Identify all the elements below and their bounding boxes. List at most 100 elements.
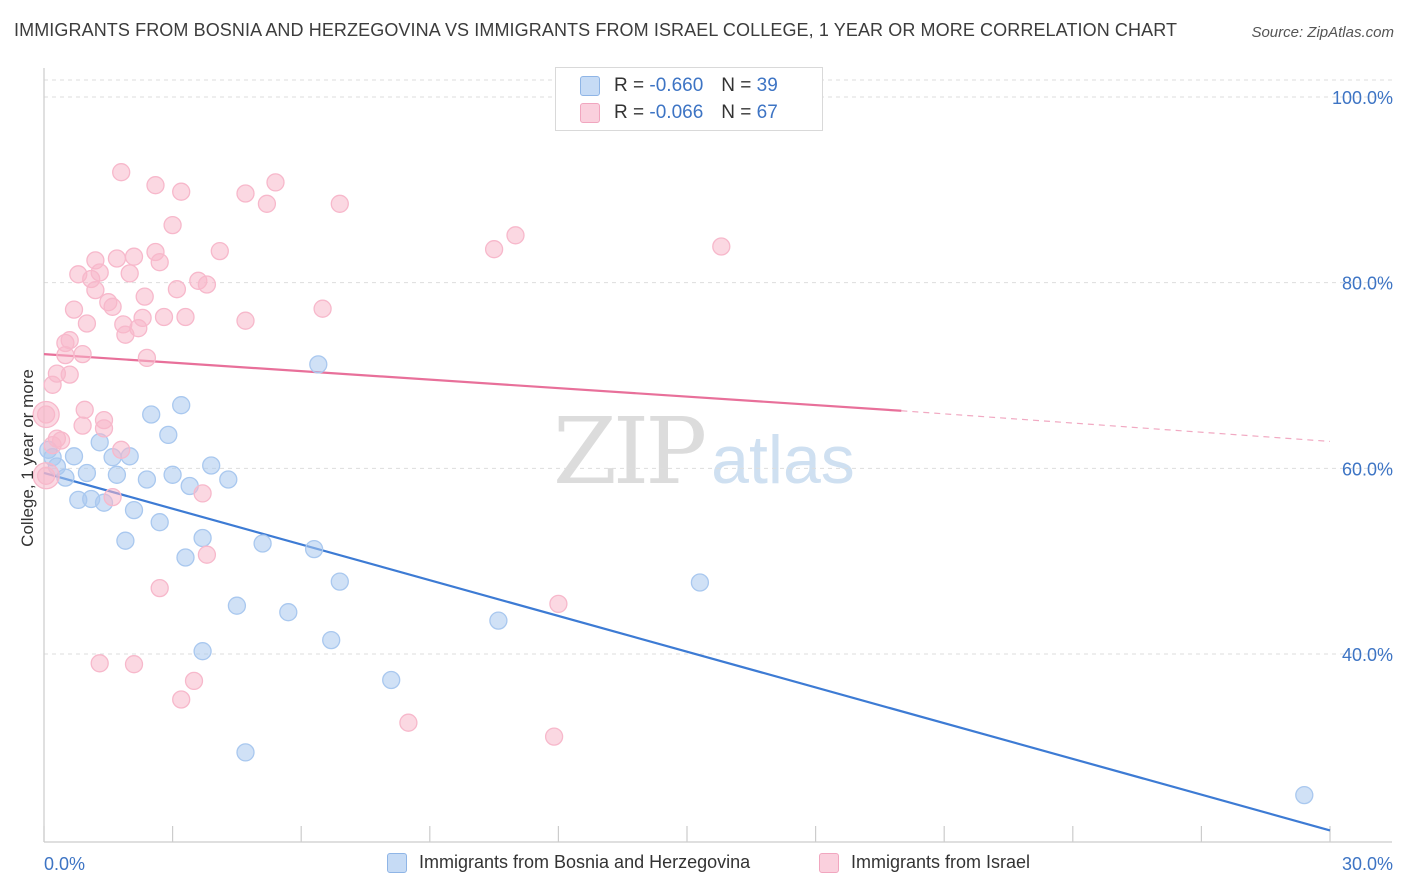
legend-r-value-bosnia: -0.660 xyxy=(649,75,704,96)
legend-r-label: R = xyxy=(614,75,645,96)
watermark-atlas: atlas xyxy=(711,422,855,498)
israel-point xyxy=(75,400,94,419)
israel-point xyxy=(103,297,122,316)
israel-point xyxy=(90,654,109,673)
israel-point xyxy=(163,215,182,235)
bosnia-point xyxy=(107,465,127,484)
bosnia-point xyxy=(304,539,324,559)
israel-point xyxy=(73,416,92,435)
legend-row-israel: R = -0.066 N = 67 xyxy=(580,100,778,126)
bosnia-point xyxy=(330,572,349,591)
bosnia-trend-line xyxy=(43,471,1331,832)
watermark-zip: ZIP xyxy=(553,398,707,505)
israel-point xyxy=(266,173,285,192)
bosnia-point xyxy=(253,534,272,553)
israel-point xyxy=(120,264,139,283)
bosnia-point xyxy=(64,447,84,466)
bosnia-point xyxy=(322,630,341,650)
legend-n-label: N = xyxy=(721,102,752,123)
bottom-legend-swatch-bosnia xyxy=(387,852,407,873)
israel-point xyxy=(73,344,92,364)
bosnia-point xyxy=(193,642,212,661)
bottom-legend-israel: Immigrants from Israel xyxy=(819,852,1030,873)
israel-point xyxy=(176,307,195,327)
israel-point xyxy=(146,176,165,195)
bosnia-point xyxy=(236,743,255,762)
israel-point xyxy=(330,194,349,213)
bosnia-point xyxy=(382,670,401,690)
israel-point xyxy=(86,280,105,300)
y-tick-label: 80.0% xyxy=(1342,274,1393,294)
israel-point xyxy=(150,253,169,272)
israel-point xyxy=(154,307,174,327)
bosnia-point xyxy=(1295,785,1314,805)
bottom-legend-label-bosnia: Immigrants from Bosnia and Herzegovina xyxy=(419,852,751,872)
israel-point xyxy=(112,440,131,459)
israel-point xyxy=(506,226,525,245)
bosnia-point xyxy=(116,531,135,550)
legend-r-value-israel: -0.066 xyxy=(649,102,704,123)
israel-point xyxy=(399,713,418,732)
bosnia-point xyxy=(219,470,238,489)
y-tick-label: 40.0% xyxy=(1342,645,1393,665)
legend-row-bosnia: R = -0.660 N = 39 xyxy=(580,73,778,99)
x-tick-label-end: 30.0% xyxy=(1342,854,1393,874)
israel-point xyxy=(167,280,187,299)
israel-point xyxy=(112,163,131,182)
israel-point xyxy=(135,287,154,306)
israel-point xyxy=(90,263,109,282)
x-tick-label-start: 0.0% xyxy=(44,854,85,874)
bottom-legend-bosnia: Immigrants from Bosnia and Herzegovina xyxy=(387,852,750,873)
israel-point xyxy=(133,308,152,328)
watermark: ZIP atlas xyxy=(553,398,855,505)
israel-point xyxy=(137,348,157,368)
israel-point xyxy=(60,365,79,384)
bosnia-point xyxy=(77,463,97,483)
israel-point xyxy=(124,655,144,674)
y-axis-label: College, 1 year or more xyxy=(18,369,37,547)
israel-point xyxy=(544,727,564,746)
bosnia-point xyxy=(489,611,508,630)
bosnia-point xyxy=(172,396,191,415)
bosnia-point xyxy=(176,548,195,567)
israel-trend-extension xyxy=(901,410,1331,443)
israel-point xyxy=(236,311,255,330)
israel-point xyxy=(193,484,212,503)
israel-point xyxy=(184,671,204,691)
bosnia-point xyxy=(279,603,298,622)
bosnia-point xyxy=(163,465,182,484)
legend-swatch-bosnia xyxy=(580,76,600,96)
israel-point xyxy=(60,331,79,350)
bosnia-point xyxy=(227,596,247,615)
israel-point xyxy=(124,247,144,266)
israel-point xyxy=(64,300,84,319)
bottom-legend-swatch-israel xyxy=(819,852,839,873)
bosnia-point xyxy=(309,355,328,374)
israel-point xyxy=(549,594,568,614)
y-tick-label: 100.0% xyxy=(1332,88,1393,108)
bosnia-point xyxy=(150,513,169,532)
legend-swatch-israel xyxy=(580,103,600,123)
israel-point xyxy=(236,184,255,203)
israel-point xyxy=(94,419,114,438)
legend-r-label: R = xyxy=(614,102,645,123)
israel-point xyxy=(172,690,191,709)
israel-point xyxy=(103,487,122,507)
trend-layer xyxy=(43,353,1331,832)
chart-source: Source: ZipAtlas.com xyxy=(1251,24,1394,41)
israel-point xyxy=(313,299,332,318)
legend-n-label: N = xyxy=(721,75,752,96)
tick-label-layer: 40.0% 60.0% 80.0% 100.0% 0.0% 30.0% xyxy=(44,88,1393,874)
bosnia-point xyxy=(142,405,161,424)
bosnia-point xyxy=(159,425,178,445)
israel-point xyxy=(172,182,191,201)
israel-point xyxy=(197,545,217,564)
bosnia-point xyxy=(124,500,144,520)
legend-n-value-israel: 67 xyxy=(756,102,778,123)
bottom-legend-label-israel: Immigrants from Israel xyxy=(851,852,1031,872)
y-tick-label: 60.0% xyxy=(1342,459,1393,479)
israel-point xyxy=(197,275,217,294)
israel-point xyxy=(484,240,504,259)
bosnia-point xyxy=(202,456,221,475)
